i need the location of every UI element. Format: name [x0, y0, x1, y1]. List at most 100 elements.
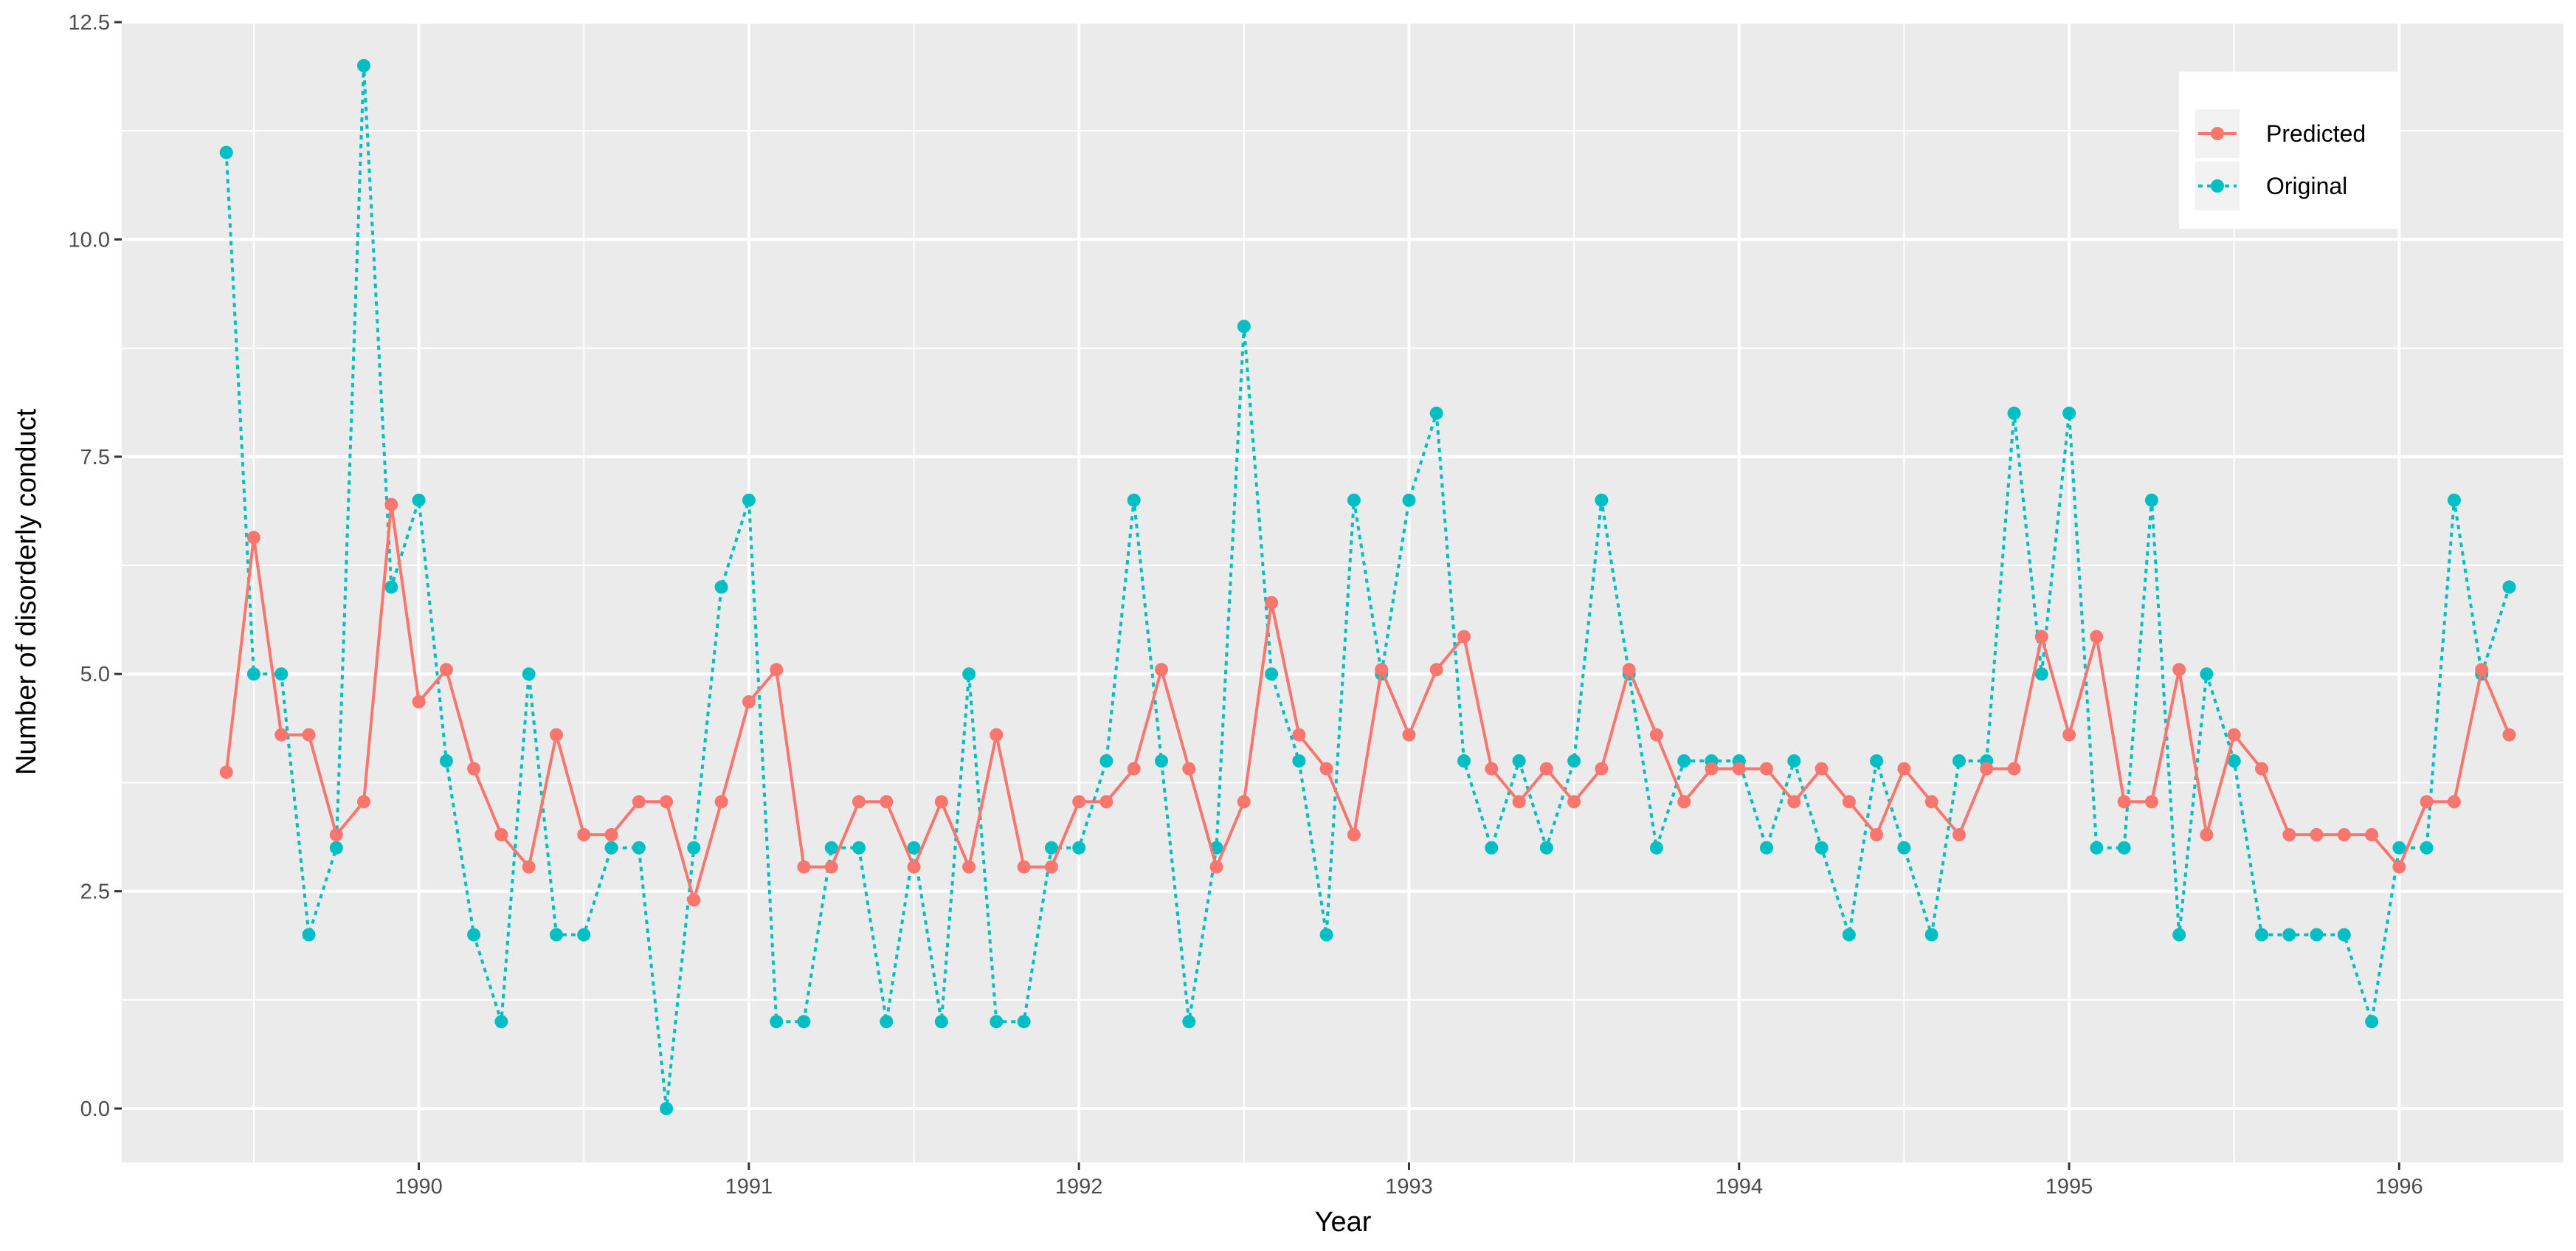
- data-point-predicted: [1017, 860, 1031, 874]
- data-point-predicted: [439, 663, 453, 677]
- data-point-original: [1595, 493, 1609, 507]
- data-point-original: [2502, 580, 2516, 594]
- data-point-predicted: [1842, 795, 1856, 809]
- data-point-predicted: [467, 762, 481, 776]
- data-point-predicted: [714, 795, 728, 809]
- data-point-predicted: [990, 728, 1004, 742]
- data-point-predicted: [550, 728, 563, 742]
- data-point-predicted: [1099, 795, 1113, 809]
- data-point-original: [2034, 667, 2048, 681]
- legend-label-original: Original: [2266, 173, 2347, 199]
- y-tick-label: 10.0: [69, 228, 110, 252]
- data-point-predicted: [687, 893, 701, 907]
- data-point-original: [2392, 841, 2406, 855]
- data-point-original: [1072, 841, 1086, 855]
- data-point-predicted: [770, 663, 784, 677]
- series-layer: [219, 58, 2516, 1115]
- data-point-predicted: [1897, 762, 1911, 776]
- data-point-original: [660, 1102, 674, 1115]
- data-point-predicted: [1237, 795, 1251, 809]
- data-point-predicted: [1209, 860, 1223, 874]
- data-point-predicted: [2200, 828, 2214, 841]
- data-point-original: [522, 667, 536, 681]
- data-point-original: [329, 841, 343, 855]
- data-point-predicted: [1980, 762, 1994, 776]
- data-point-original: [990, 1015, 1004, 1029]
- data-point-original: [2310, 928, 2324, 942]
- data-point-predicted: [1155, 663, 1168, 677]
- x-tick-label: 1993: [1385, 1175, 1433, 1199]
- data-point-predicted: [1814, 762, 1829, 776]
- grid-major: [122, 21, 2564, 1162]
- data-point-predicted: [2337, 828, 2351, 841]
- y-tick-label: 7.5: [80, 446, 110, 469]
- data-point-original: [1760, 841, 1773, 855]
- data-point-predicted: [246, 531, 260, 545]
- data-point-original: [1485, 841, 1499, 855]
- data-point-predicted: [2310, 828, 2324, 841]
- data-point-original: [2062, 406, 2076, 420]
- data-point-original: [687, 841, 701, 855]
- data-point-original: [412, 493, 426, 507]
- data-point-predicted: [934, 795, 948, 809]
- data-point-predicted: [302, 728, 316, 742]
- data-point-predicted: [2144, 795, 2158, 809]
- data-point-original: [1512, 754, 1526, 768]
- x-tick-label: 1990: [395, 1175, 443, 1199]
- data-point-predicted: [742, 695, 756, 709]
- data-point-original: [1814, 841, 1829, 855]
- data-point-predicted: [412, 695, 426, 709]
- data-point-predicted: [1567, 795, 1581, 809]
- data-point-original: [1457, 754, 1471, 768]
- y-axis-title: Number of disorderly conduct: [11, 408, 42, 775]
- data-point-original: [219, 145, 233, 159]
- data-point-predicted: [1044, 860, 1058, 874]
- data-point-original: [1099, 754, 1113, 768]
- data-point-original: [550, 928, 563, 942]
- data-point-original: [2227, 754, 2241, 768]
- data-point-original: [770, 1015, 784, 1029]
- legend-marker-original: [2211, 179, 2224, 193]
- data-point-original: [1402, 493, 1416, 507]
- data-point-original: [604, 841, 618, 855]
- data-point-original: [357, 58, 370, 72]
- data-point-predicted: [2282, 828, 2296, 841]
- data-point-predicted: [2392, 860, 2406, 874]
- axis-ticks: [114, 21, 2400, 1170]
- data-point-predicted: [2007, 762, 2021, 776]
- data-point-original: [824, 841, 838, 855]
- data-point-predicted: [824, 860, 838, 874]
- data-point-predicted: [2420, 795, 2434, 809]
- data-point-original: [1044, 841, 1058, 855]
- data-point-original: [1677, 754, 1691, 768]
- data-point-original: [2090, 841, 2104, 855]
- data-point-predicted: [632, 795, 646, 809]
- data-point-original: [1347, 493, 1361, 507]
- data-point-original: [2007, 406, 2021, 420]
- data-point-original: [852, 841, 866, 855]
- data-point-predicted: [1924, 795, 1938, 809]
- data-point-predicted: [2117, 795, 2131, 809]
- data-point-original: [1870, 754, 1884, 768]
- x-tick-label: 1991: [725, 1175, 773, 1199]
- data-point-predicted: [2447, 795, 2461, 809]
- data-point-predicted: [1622, 663, 1636, 677]
- series-line-original: [224, 63, 2511, 1110]
- x-tick-label: 1992: [1055, 1175, 1103, 1199]
- data-point-original: [2117, 841, 2131, 855]
- data-point-predicted: [1319, 762, 1333, 776]
- data-point-predicted: [2034, 630, 2048, 644]
- data-point-original: [962, 667, 976, 681]
- legend-label-predicted: Predicted: [2266, 120, 2366, 147]
- data-point-original: [274, 667, 289, 681]
- data-point-original: [2144, 493, 2158, 507]
- data-point-predicted: [962, 860, 976, 874]
- data-point-predicted: [357, 795, 370, 809]
- data-point-predicted: [2365, 828, 2379, 841]
- data-point-original: [1842, 928, 1856, 942]
- data-point-original: [797, 1015, 811, 1029]
- data-point-original: [2447, 493, 2461, 507]
- data-point-original: [2172, 928, 2186, 942]
- x-axis-title: Year: [1315, 1207, 1372, 1238]
- data-point-original: [2255, 928, 2268, 942]
